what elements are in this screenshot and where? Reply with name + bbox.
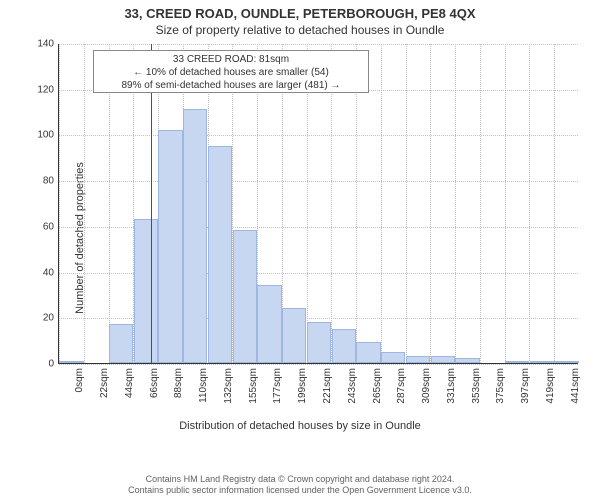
gridline-v bbox=[480, 44, 481, 363]
y-tick-label: 120 bbox=[32, 84, 54, 95]
gridline-h bbox=[59, 364, 578, 365]
y-tick-label: 0 bbox=[32, 359, 54, 370]
histogram-bar bbox=[183, 109, 207, 363]
x-tick-label: 243sqm bbox=[347, 368, 358, 404]
histogram-bar bbox=[233, 230, 257, 363]
gridline-v bbox=[529, 44, 530, 363]
y-tick-label: 140 bbox=[32, 39, 54, 50]
histogram-bar bbox=[455, 358, 479, 363]
annotation-line: 33 CREED ROAD: 81sqm bbox=[94, 51, 368, 66]
gridline-h bbox=[59, 44, 578, 45]
x-tick-label: 199sqm bbox=[297, 368, 308, 404]
histogram-bar bbox=[134, 219, 158, 363]
x-tick-label: 88sqm bbox=[173, 368, 184, 398]
histogram-bar bbox=[109, 324, 133, 363]
histogram-bar bbox=[59, 361, 83, 363]
x-axis-label: Distribution of detached houses by size … bbox=[0, 420, 600, 432]
attribution: Contains HM Land Registry data © Crown c… bbox=[0, 474, 600, 496]
gridline-h bbox=[59, 181, 578, 182]
histogram-bar bbox=[381, 352, 405, 363]
histogram-bar bbox=[431, 356, 455, 363]
gridline-v bbox=[505, 44, 506, 363]
attribution-line-2: Contains public sector information licen… bbox=[0, 485, 600, 496]
x-tick-label: 110sqm bbox=[198, 368, 209, 403]
histogram-bar bbox=[307, 322, 331, 363]
attribution-line-1: Contains HM Land Registry data © Crown c… bbox=[0, 474, 600, 485]
annotation-box: 33 CREED ROAD: 81sqm← 10% of detached ho… bbox=[93, 50, 369, 93]
x-tick-label: 265sqm bbox=[372, 368, 383, 404]
histogram-bar bbox=[356, 342, 380, 363]
x-tick-label: 66sqm bbox=[149, 368, 160, 398]
histogram-bar bbox=[530, 361, 554, 363]
histogram-bar bbox=[158, 130, 182, 363]
gridline-v bbox=[381, 44, 382, 363]
chart-subtitle: Size of property relative to detached ho… bbox=[0, 21, 600, 37]
gridline-v bbox=[59, 44, 60, 363]
x-tick-label: 44sqm bbox=[124, 368, 135, 398]
histogram-bar bbox=[282, 308, 306, 363]
page-title: 33, CREED ROAD, OUNDLE, PETERBOROUGH, PE… bbox=[0, 0, 600, 21]
x-tick-label: 375sqm bbox=[495, 368, 506, 404]
plot-region: 33 CREED ROAD: 81sqm← 10% of detached ho… bbox=[58, 44, 578, 364]
gridline-v bbox=[406, 44, 407, 363]
x-tick-label: 287sqm bbox=[396, 368, 407, 404]
histogram-bar bbox=[257, 285, 281, 363]
annotation-line: ← 10% of detached houses are smaller (54… bbox=[94, 66, 368, 79]
x-tick-label: 22sqm bbox=[99, 368, 110, 398]
annotation-line: 89% of semi-detached houses are larger (… bbox=[94, 79, 368, 92]
y-tick-label: 100 bbox=[32, 130, 54, 141]
gridline-v bbox=[84, 44, 85, 363]
y-tick-label: 40 bbox=[32, 267, 54, 278]
y-tick-label: 80 bbox=[32, 176, 54, 187]
x-tick-label: 353sqm bbox=[471, 368, 482, 404]
x-tick-label: 397sqm bbox=[520, 368, 531, 404]
gridline-v bbox=[554, 44, 555, 363]
x-tick-label: 132sqm bbox=[223, 368, 234, 404]
histogram-bar bbox=[554, 361, 578, 363]
gridline-v bbox=[455, 44, 456, 363]
x-tick-label: 221sqm bbox=[322, 368, 333, 404]
histogram-bar bbox=[208, 146, 232, 363]
histogram-bar bbox=[332, 329, 356, 363]
x-tick-label: 155sqm bbox=[248, 368, 259, 404]
x-tick-label: 309sqm bbox=[421, 368, 432, 404]
gridline-h bbox=[59, 135, 578, 136]
y-tick-label: 60 bbox=[32, 221, 54, 232]
histogram-bar bbox=[406, 356, 430, 363]
x-tick-label: 331sqm bbox=[446, 368, 457, 404]
y-tick-label: 20 bbox=[32, 313, 54, 324]
x-tick-label: 177sqm bbox=[272, 368, 283, 404]
chart-area: Number of detached properties 33 CREED R… bbox=[0, 38, 600, 438]
x-tick-label: 419sqm bbox=[545, 368, 556, 404]
gridline-v bbox=[430, 44, 431, 363]
histogram-bar bbox=[505, 361, 529, 363]
x-tick-label: 0sqm bbox=[74, 368, 85, 392]
x-tick-label: 441sqm bbox=[570, 368, 581, 404]
